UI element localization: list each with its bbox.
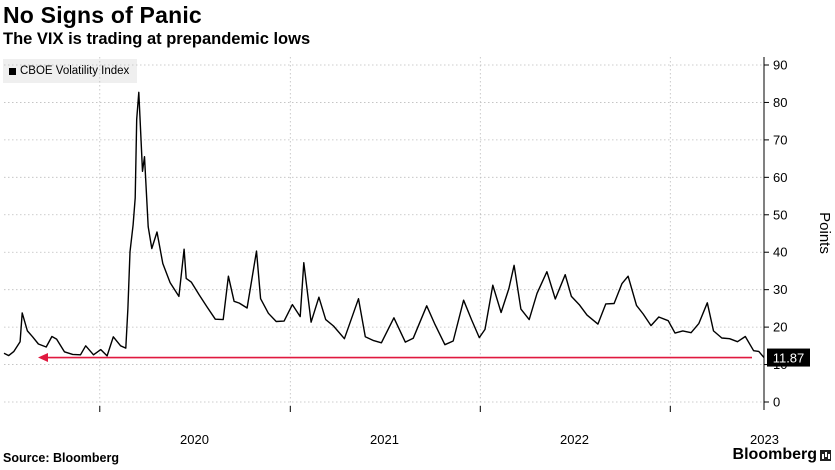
x-tick-label-2020: 2020 <box>180 432 209 447</box>
chart-title: No Signs of Panic <box>3 2 202 28</box>
y-tick-label-70: 70 <box>773 132 787 147</box>
x-tick-label-2022: 2022 <box>560 432 589 447</box>
y-tick-label-0: 0 <box>773 395 780 410</box>
last-value-label: 11.87 <box>773 351 805 366</box>
source-note: Source: Bloomberg <box>3 451 119 465</box>
brand-chart-icon <box>820 450 831 461</box>
series-line-vix <box>3 91 765 359</box>
y-tick-label-60: 60 <box>773 170 787 185</box>
x-tick-label-2023: 2023 <box>750 432 779 447</box>
y-tick-label-30: 30 <box>773 282 787 297</box>
reference-arrowhead <box>38 353 48 363</box>
y-tick-label-50: 50 <box>773 207 787 222</box>
chart-subtitle: The VIX is trading at prepandemic lows <box>3 30 311 48</box>
y-tick-label-20: 20 <box>773 320 787 335</box>
legend-swatch <box>9 67 16 75</box>
last-value-box <box>767 348 810 367</box>
x-tick-label-2021: 2021 <box>370 432 399 447</box>
y-tick-label-80: 80 <box>773 95 787 110</box>
y-tick-label-90: 90 <box>773 58 787 73</box>
brand-logo: Bloomberg <box>732 446 817 463</box>
y-axis-title: Points <box>816 212 833 254</box>
legend: CBOE Volatility Index <box>3 59 138 83</box>
y-tick-label-40: 40 <box>773 245 787 260</box>
legend-label: CBOE Volatility Index <box>20 65 130 77</box>
